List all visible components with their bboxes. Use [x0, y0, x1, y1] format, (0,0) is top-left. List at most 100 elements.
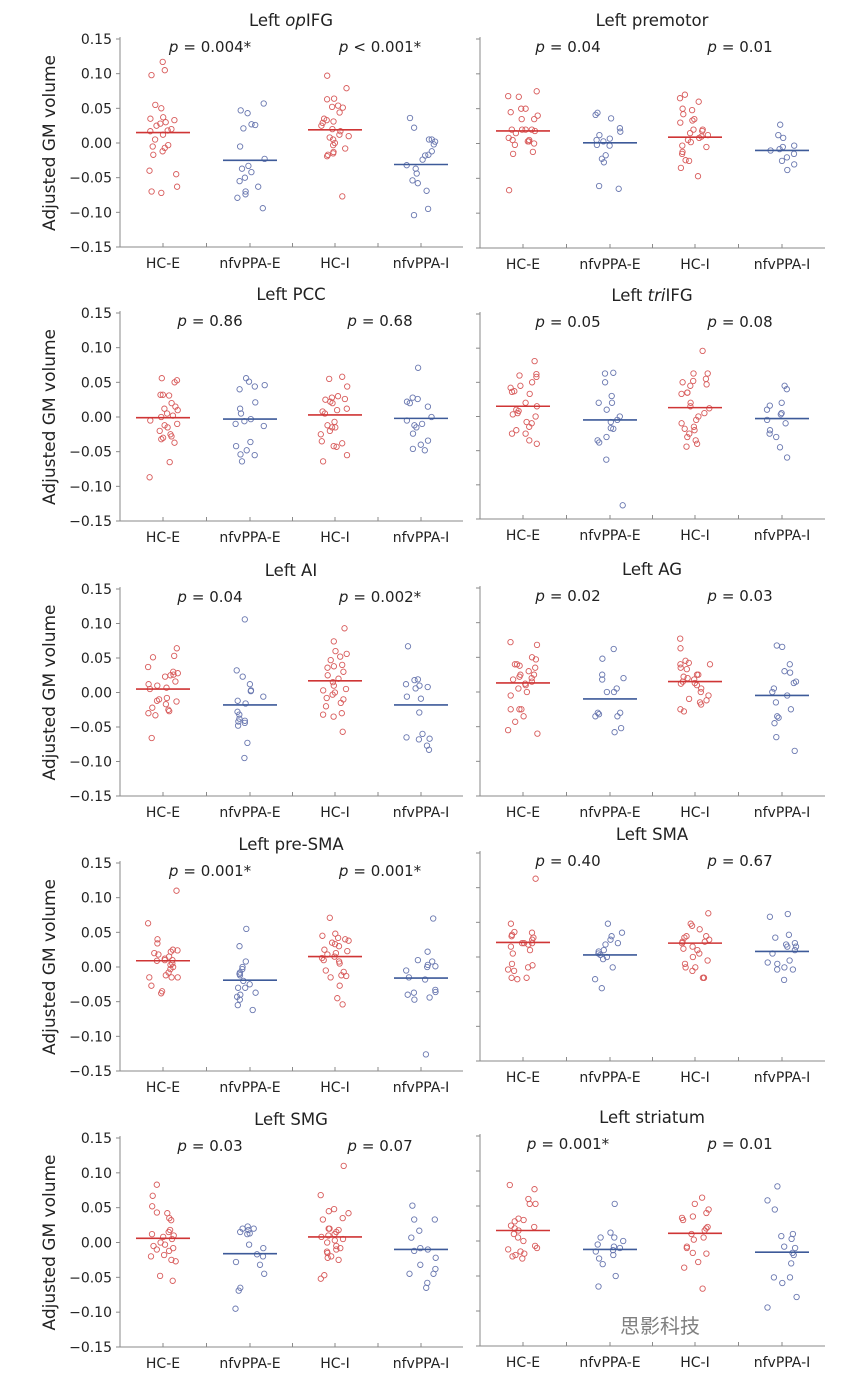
hc-data-point [690, 377, 697, 385]
hc-data-point [166, 458, 173, 466]
hc-data-point [515, 1215, 522, 1222]
nfvppa-data-point [237, 410, 245, 417]
nfvppa-data-point [774, 1183, 781, 1190]
nfvppa-data-point [236, 143, 244, 150]
nfvppa-data-point [421, 447, 428, 454]
hc-data-point [326, 134, 333, 141]
nfvppa-data-point [766, 427, 774, 434]
hc-data-point [342, 936, 349, 943]
nfvppa-data-point [243, 925, 250, 933]
nfvppa-data-point [775, 714, 782, 721]
y-tick-label: 0.10 [81, 341, 112, 357]
hc-data-point [689, 117, 696, 124]
nfvppa-data-point [259, 205, 266, 212]
hc-data-point [679, 142, 686, 149]
nfvppa-data-point [252, 121, 259, 129]
nfvppa-data-point [618, 929, 626, 936]
y-axis-label: Adjusted GM volume [40, 1154, 60, 1330]
nfvppa-data-point [428, 148, 435, 155]
hc-data-point [146, 974, 153, 981]
p-value: = 0.40 [550, 852, 601, 870]
hc-data-point [151, 136, 159, 143]
x-tick-label: nfvPPA-E [579, 1070, 640, 1086]
nfvppa-data-point [601, 370, 609, 377]
hc-data-point [344, 947, 351, 955]
nfvppa-data-point [595, 399, 602, 406]
nfvppa-data-point [595, 1283, 602, 1290]
hc-data-point [678, 420, 685, 427]
hc-data-point [324, 1249, 331, 1257]
hc-data-point [171, 379, 178, 386]
nfvppa-data-point [249, 1006, 256, 1014]
nfvppa-data-point [419, 156, 426, 163]
hc-data-point [508, 974, 515, 981]
hc-data-point [166, 1214, 173, 1222]
hc-data-point [324, 1254, 331, 1261]
y-tick-label: 0.00 [81, 686, 112, 702]
y-tick-label: −0.05 [69, 720, 112, 736]
hc-data-point [532, 413, 539, 420]
y-tick-label: 0.00 [81, 960, 112, 976]
p-value-annotation: p = 0.001* [526, 1135, 610, 1153]
nfvppa-data-point [784, 943, 791, 950]
p-value: = 0.02 [550, 587, 601, 605]
hc-data-point [695, 671, 702, 678]
hc-data-point [517, 382, 524, 389]
y-axis-label: Adjusted GM volume [40, 879, 60, 1055]
hc-data-point [149, 704, 156, 711]
hc-data-point [153, 1209, 161, 1216]
hc-data-point [146, 167, 153, 174]
x-tick-label: nfvPPA-E [579, 528, 640, 544]
hc-data-point [330, 95, 338, 102]
title-prefix: Left premotor [596, 11, 709, 30]
hc-data-point [323, 153, 331, 160]
nfvppa-data-point [245, 162, 252, 170]
hc-data-point [325, 1232, 332, 1239]
nfvppa-data-point [599, 1260, 606, 1268]
p-value: = 0.04 [192, 588, 243, 606]
nfvppa-data-point [414, 676, 422, 683]
y-tick-label: −0.10 [69, 205, 112, 221]
nfvppa-data-point [764, 959, 771, 966]
nfvppa-data-point [237, 1228, 244, 1236]
nfvppa-data-point [404, 643, 412, 650]
hc-data-point [687, 399, 694, 406]
nfvppa-data-point [772, 699, 780, 706]
panel: HC-E nfvPPA-E HC-I nfvPPA-I Left premotor p = … [476, 11, 825, 273]
nfvppa-data-point [595, 182, 603, 190]
hc-data-point [700, 974, 708, 981]
hc-data-point [528, 674, 535, 682]
hc-data-point [317, 431, 324, 438]
hc-data-point [147, 417, 154, 424]
nfvppa-data-point [417, 1261, 424, 1268]
nfvppa-data-point [241, 717, 249, 724]
hc-data-point [697, 688, 704, 696]
y-tick-label: 0.05 [81, 101, 112, 117]
p-symbol: p [534, 587, 545, 605]
hc-data-point [524, 964, 532, 971]
nfvppa-data-point [241, 719, 248, 727]
hc-data-point [510, 1230, 518, 1238]
nfvppa-data-point [790, 150, 798, 158]
nfvppa-data-point [607, 936, 614, 943]
hc-data-point [160, 1233, 167, 1241]
hc-data-point [508, 126, 515, 133]
x-tick-label: HC-I [320, 256, 349, 272]
hc-data-point [339, 193, 346, 200]
hc-data-point [164, 424, 171, 431]
hc-data-point [326, 914, 333, 921]
nfvppa-data-point [777, 121, 784, 128]
nfvppa-data-point [424, 683, 431, 691]
nfvppa-data-point [419, 730, 426, 738]
hc-data-point [685, 157, 693, 165]
hc-data-point [679, 1216, 687, 1224]
hc-data-point [339, 728, 346, 735]
hc-data-point [690, 126, 697, 133]
nfvppa-data-point [260, 1244, 267, 1252]
hc-data-point [332, 930, 339, 937]
hc-data-point [332, 424, 339, 431]
hc-data-point [677, 706, 684, 713]
nfvppa-data-point [406, 399, 413, 407]
x-tick-label: HC-I [680, 257, 709, 273]
hc-data-point [345, 132, 352, 140]
